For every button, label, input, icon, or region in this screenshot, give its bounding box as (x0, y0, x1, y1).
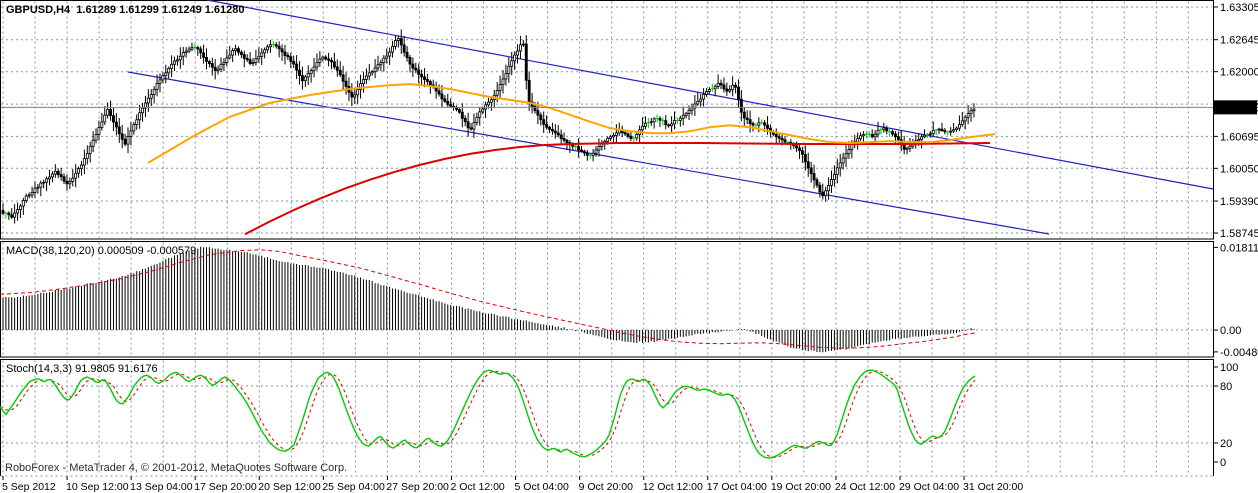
time-axis-label: 5 Oct 04:00 (515, 481, 569, 493)
time-axis-label: 5 Sep 2012 (2, 481, 56, 493)
current-price-label: 1.61280 (1220, 102, 1258, 114)
price-axis-label: 1.60050 (1220, 163, 1258, 175)
candlesticks[interactable] (1, 29, 976, 224)
macd-histogram (2, 246, 975, 353)
time-axis-label: 13 Sep 04:00 (130, 481, 193, 493)
stoch-k-line (0, 369, 976, 459)
time-axis-label: 12 Oct 12:00 (643, 481, 703, 493)
chart-title: GBPUSD,H4 1.61289 1.61299 1.61249 1.6128… (6, 4, 245, 16)
time-axis-label: 17 Sep 20:00 (194, 481, 257, 493)
grid-lines (1, 1, 1212, 475)
price-axis-label: 1.62000 (1220, 67, 1258, 79)
price-axis-label: 1.60695 (1220, 131, 1258, 143)
time-axis-label: 27 Sep 20:00 (386, 481, 449, 493)
platform-credit: RoboForex - MetaTrader 4, © 2001-2012, M… (5, 462, 348, 474)
pane-frames (0, 0, 1214, 477)
price-axis-label: 1.63305 (1220, 2, 1258, 14)
ma-slow-line[interactable] (244, 142, 991, 236)
time-axis-label: 2 Oct 12:00 (450, 481, 504, 493)
stoch-axis-label: 80 (1220, 381, 1232, 393)
time-axis[interactable]: 5 Sep 2012 10 Sep 12:00 13 Sep 04:00 17 Sep… (2, 476, 1023, 493)
macd-indicator-label: MACD(38,120,20) 0.000509 -0.000579 (6, 245, 197, 257)
macd-signal-line (0, 249, 978, 349)
time-axis-label: 29 Oct 04:00 (899, 481, 959, 493)
time-axis-label: 25 Sep 04:00 (322, 481, 385, 493)
macd-axis-label: 0.01811 (1220, 242, 1258, 254)
price-axis-label: 1.58745 (1220, 228, 1258, 240)
current-price-marker (1214, 100, 1257, 115)
time-axis-label: 19 Oct 20:00 (771, 481, 831, 493)
macd-axis-label: -0.00480 (1220, 347, 1258, 359)
macd-axis-label: 0.00 (1220, 325, 1241, 337)
price-axis[interactable]: 1.633051.626451.620001.613451.606951.600… (1213, 2, 1258, 469)
stoch-axis-label: 20 (1220, 438, 1232, 450)
stoch-indicator-label: Stoch(14,3,3) 91.9805 91.6176 (6, 363, 158, 375)
time-axis-label: 9 Oct 20:00 (579, 481, 633, 493)
price-axis-label: 1.62645 (1220, 35, 1258, 47)
price-axis-label: 1.59390 (1220, 196, 1258, 208)
ma-fast-line[interactable] (147, 83, 996, 164)
time-axis-label: 10 Sep 12:00 (66, 481, 129, 493)
stoch-axis-label: 100 (1220, 362, 1238, 374)
stoch-axis-label: 0 (1220, 457, 1226, 469)
stoch-d-line (0, 370, 976, 458)
time-axis-label: 24 Oct 12:00 (835, 481, 895, 493)
time-axis-label: 20 Sep 12:00 (258, 481, 321, 493)
trendline-channel[interactable] (127, 0, 1214, 235)
time-axis-label: 17 Oct 04:00 (707, 481, 767, 493)
time-axis-label: 31 Oct 20:00 (963, 481, 1023, 493)
